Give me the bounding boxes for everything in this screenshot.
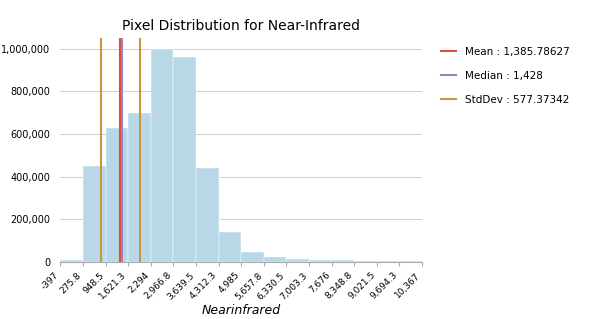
Mean : 1,385.78627: (1.39e+03, 1): 1,385.78627: (1.39e+03, 1) (116, 260, 124, 263)
Bar (60, 260, 83, 262)
Bar (83, 166, 106, 262)
Bar (355, 261, 377, 262)
Bar (219, 232, 241, 262)
Bar (286, 259, 309, 262)
Bar (377, 261, 400, 262)
Bar (174, 57, 196, 262)
Legend: Mean : 1,385.78627, Median : 1,428, StdDev : 577.37342: Mean : 1,385.78627, Median : 1,428, StdD… (437, 43, 573, 109)
Bar (400, 261, 422, 262)
Title: Pixel Distribution for Near-Infrared: Pixel Distribution for Near-Infrared (122, 19, 360, 33)
Bar (106, 128, 128, 262)
Bar (128, 113, 151, 262)
StdDev : 577.37342: (808, 0): 577.37342: (808, 0) (97, 260, 104, 263)
StdDev : 577.37342: (808, 1): 577.37342: (808, 1) (97, 260, 104, 263)
Bar (241, 252, 264, 262)
Bar (196, 168, 219, 262)
Bar (264, 257, 286, 262)
Median : 1,428: (1.43e+03, 0): 1,428: (1.43e+03, 0) (118, 260, 125, 263)
Bar (332, 260, 355, 262)
Bar (309, 260, 332, 262)
Mean : 1,385.78627: (1.39e+03, 0): 1,385.78627: (1.39e+03, 0) (116, 260, 124, 263)
Median : 1,428: (1.43e+03, 1): 1,428: (1.43e+03, 1) (118, 260, 125, 263)
X-axis label: Nearinfrared: Nearinfrared (201, 304, 281, 317)
Bar (151, 49, 174, 262)
